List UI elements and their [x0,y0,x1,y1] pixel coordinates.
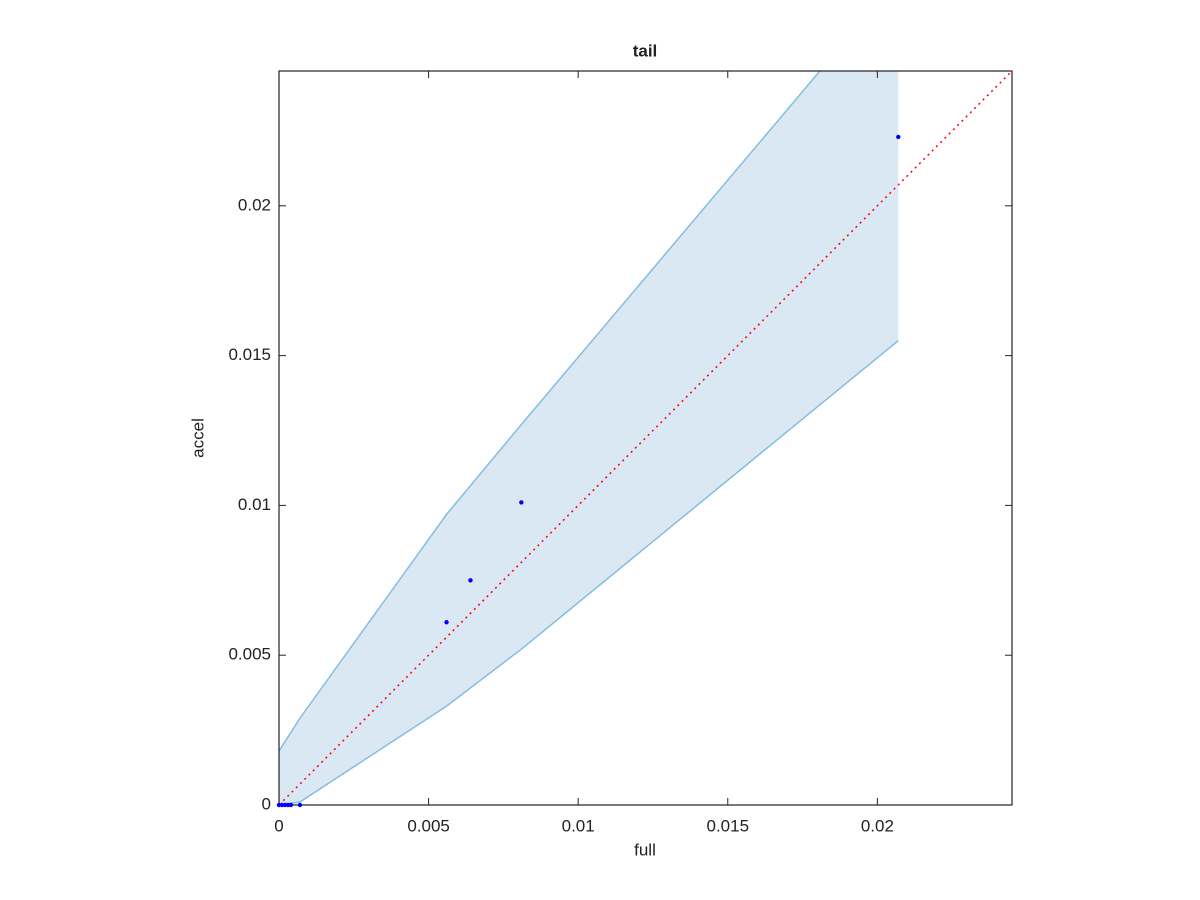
band-upper-edge [279,71,821,752]
y-tick-label: 0.01 [238,495,271,514]
plot-area [279,71,1012,805]
data-point [468,578,473,583]
x-tick-label: 0.01 [562,816,595,835]
data-point [444,620,449,625]
x-tick-label: 0.005 [407,816,450,835]
chart-title: tail [633,41,658,60]
y-tick-label: 0.015 [228,345,271,364]
axes-box [278,70,1013,806]
data-point [896,134,901,140]
data-point [519,500,524,505]
x-tick-label: 0.02 [861,816,894,835]
y-axis-label: accel [188,418,207,458]
x-axis-label: full [634,840,656,859]
x-tick-label: 0 [274,816,283,835]
band-lower-edge [279,340,899,805]
y-tick-label: 0.005 [228,645,271,664]
y-tick-label: 0.02 [238,195,271,214]
data-point [288,802,294,808]
band-fill [279,71,899,805]
y-tick-label: 0 [262,794,271,813]
x-tick-label: 0.015 [707,816,750,835]
data-point [297,802,303,808]
reference-line [279,71,1012,805]
